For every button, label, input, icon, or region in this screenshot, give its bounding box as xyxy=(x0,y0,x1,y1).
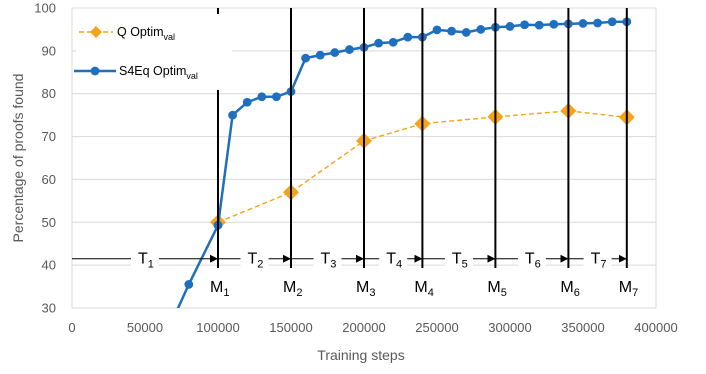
data-point-s4eq xyxy=(315,50,325,60)
milestone-label: M4 xyxy=(414,279,433,299)
milestone-label: M3 xyxy=(356,279,375,299)
data-point-s4eq xyxy=(345,45,354,54)
data-point-s4eq xyxy=(272,92,281,102)
period-label-bg xyxy=(240,244,269,271)
x-tick-label: 0 xyxy=(68,320,75,335)
y-tick-label: 40 xyxy=(42,258,56,273)
axes: 30 40 50 60 70 80 90 100 0 50000 100000 150000 20000… xyxy=(34,1,677,336)
x-tick-label: 150000 xyxy=(269,320,312,335)
period-label: T1 xyxy=(138,251,154,271)
y-tick-label: 70 xyxy=(42,129,56,144)
x-tick-label: 300000 xyxy=(488,320,531,335)
y-tick-label: 90 xyxy=(42,43,56,58)
x-tick-label: 50000 xyxy=(127,320,163,335)
data-point-s4eq xyxy=(374,38,383,48)
data-point-s4eq xyxy=(155,359,164,368)
period-label: T3 xyxy=(321,251,337,271)
legend-marker-q xyxy=(90,26,102,38)
y-tick-label: 100 xyxy=(34,1,56,16)
legend: Q Optimval S4Eq Optimval xyxy=(74,14,232,90)
y-tick-label: 60 xyxy=(42,172,56,187)
milestone-label: M2 xyxy=(283,279,302,299)
data-point-s4eq xyxy=(505,22,515,31)
milestone-label: M5 xyxy=(487,279,506,299)
period-label-bg xyxy=(313,244,342,271)
data-point-s4eq xyxy=(549,19,559,29)
period-label-bg xyxy=(583,244,612,271)
data-point-s4eq xyxy=(170,312,179,321)
data-point-s4eq xyxy=(520,20,529,30)
milestone-label: M6 xyxy=(560,279,579,299)
data-point-s4eq xyxy=(403,32,413,42)
data-point-s4eq xyxy=(432,25,442,35)
data-point-s4eq xyxy=(301,53,310,63)
x-tick-label: 200000 xyxy=(342,320,385,335)
data-point-s4eq xyxy=(184,280,194,289)
data-point-s4eq xyxy=(578,19,588,28)
milestone-label: M7 xyxy=(619,279,638,299)
x-axis-title: Training steps xyxy=(317,347,404,363)
legend-box xyxy=(76,14,232,90)
data-point-s4eq xyxy=(607,17,617,27)
data-point-s4eq xyxy=(242,97,252,107)
data-point-s4eq xyxy=(257,92,267,102)
y-tick-label: 80 xyxy=(42,86,56,101)
period-label: T4 xyxy=(386,251,402,271)
y-tick-label: 30 xyxy=(42,301,56,316)
x-tick-label: 250000 xyxy=(415,320,458,335)
milestone-label: M1 xyxy=(210,279,229,299)
x-tick-label: 100000 xyxy=(196,320,239,335)
data-point-s4eq xyxy=(447,26,456,36)
period-label: T2 xyxy=(248,251,264,271)
data-point-s4eq xyxy=(476,25,486,34)
legend-marker-s4eq xyxy=(90,66,100,76)
legend-label-s4eq: S4Eq Optimval xyxy=(119,64,198,81)
period-label: T5 xyxy=(452,251,468,271)
milestone-annotations: M1 M2 M3 M4 M5 M6 M7 T1 T2 T3 T4 T5 T6 T7 xyxy=(72,8,638,299)
y-tick-label: 50 xyxy=(42,215,56,230)
period-label: T7 xyxy=(591,251,607,271)
x-tick-label: 400000 xyxy=(634,320,677,335)
period-label-bg xyxy=(379,244,408,271)
period-label-bg xyxy=(517,244,546,271)
period-label-bg xyxy=(131,244,159,271)
data-point-s4eq xyxy=(388,37,398,47)
data-point-s4eq xyxy=(534,20,544,30)
y-axis-title: Percentage of proofs found xyxy=(10,74,26,243)
data-point-s4eq xyxy=(228,110,238,120)
data-point-s4eq xyxy=(330,48,340,57)
period-label: T6 xyxy=(525,251,541,271)
legend-label-q: Q Optimval xyxy=(117,25,175,42)
x-tick-label: 350000 xyxy=(561,320,604,335)
period-label-bg xyxy=(444,244,473,271)
data-point-s4eq xyxy=(461,28,471,37)
data-point-s4eq xyxy=(593,18,602,28)
